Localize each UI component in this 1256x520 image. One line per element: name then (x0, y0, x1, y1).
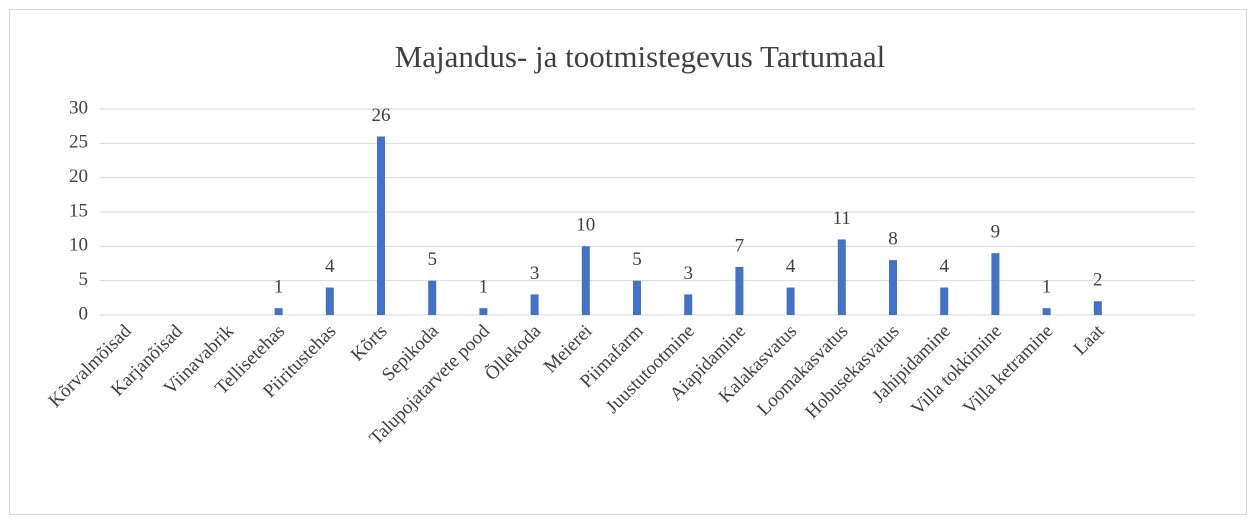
data-label: 2 (1093, 270, 1103, 291)
bar (274, 308, 283, 315)
data-label: 3 (530, 263, 540, 284)
chart-title: Majandus- ja tootmistegevus Tartumaal (395, 39, 886, 74)
data-label: 11 (833, 208, 851, 229)
data-label: 4 (939, 256, 949, 277)
bar (428, 280, 437, 315)
data-label: 26 (372, 105, 391, 126)
bar (837, 239, 846, 315)
data-label: 10 (576, 215, 595, 236)
data-label: 1 (479, 276, 489, 297)
bar (735, 266, 744, 315)
y-tick-label: 0 (79, 303, 89, 324)
bar (633, 280, 641, 315)
data-label: 7 (735, 235, 745, 256)
data-label: 1 (1042, 276, 1052, 297)
bar (325, 287, 334, 315)
bar (786, 287, 795, 315)
bar (684, 294, 693, 315)
bar (581, 246, 590, 315)
data-label: 4 (786, 256, 796, 277)
data-label: 5 (427, 249, 437, 270)
chart-border (9, 9, 1247, 515)
bar (991, 253, 1000, 315)
data-label: 9 (991, 222, 1001, 243)
y-tick-label: 30 (69, 97, 88, 118)
bar (530, 294, 539, 315)
bar (377, 136, 385, 315)
data-label: 5 (632, 249, 642, 270)
y-tick-label: 5 (79, 269, 89, 290)
data-label: 3 (683, 263, 693, 284)
y-tick-label: 25 (69, 132, 88, 153)
data-label: 8 (888, 228, 898, 249)
bar (1093, 301, 1102, 315)
y-tick-label: 10 (69, 235, 88, 256)
data-label: 1 (274, 276, 284, 297)
bar (1042, 308, 1051, 315)
data-label: 4 (325, 256, 335, 277)
y-tick-label: 20 (69, 166, 88, 187)
y-tick-label: 15 (69, 200, 88, 221)
bar (479, 308, 488, 315)
bar (940, 287, 949, 315)
bar (889, 260, 897, 315)
